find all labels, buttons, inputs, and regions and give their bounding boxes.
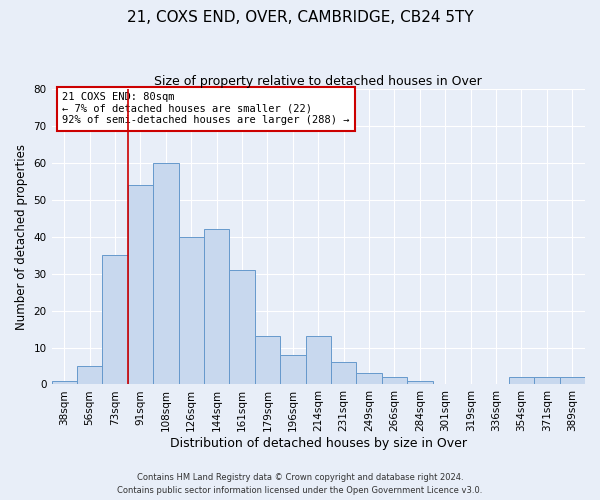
Bar [204, 230, 229, 384]
Bar [560, 377, 585, 384]
Bar [255, 336, 280, 384]
Bar [128, 185, 153, 384]
Bar [52, 381, 77, 384]
Bar [407, 381, 433, 384]
Bar [331, 362, 356, 384]
Text: 21, COXS END, OVER, CAMBRIDGE, CB24 5TY: 21, COXS END, OVER, CAMBRIDGE, CB24 5TY [127, 10, 473, 25]
Bar [280, 355, 305, 384]
Bar [153, 163, 179, 384]
Bar [356, 374, 382, 384]
Bar [534, 377, 560, 384]
Bar [229, 270, 255, 384]
Text: 21 COXS END: 80sqm
← 7% of detached houses are smaller (22)
92% of semi-detached: 21 COXS END: 80sqm ← 7% of detached hous… [62, 92, 350, 126]
Bar [77, 366, 103, 384]
Bar [179, 237, 204, 384]
X-axis label: Distribution of detached houses by size in Over: Distribution of detached houses by size … [170, 437, 467, 450]
Bar [509, 377, 534, 384]
Title: Size of property relative to detached houses in Over: Size of property relative to detached ho… [154, 75, 482, 88]
Bar [305, 336, 331, 384]
Text: Contains HM Land Registry data © Crown copyright and database right 2024.
Contai: Contains HM Land Registry data © Crown c… [118, 473, 482, 495]
Y-axis label: Number of detached properties: Number of detached properties [15, 144, 28, 330]
Bar [382, 377, 407, 384]
Bar [103, 256, 128, 384]
